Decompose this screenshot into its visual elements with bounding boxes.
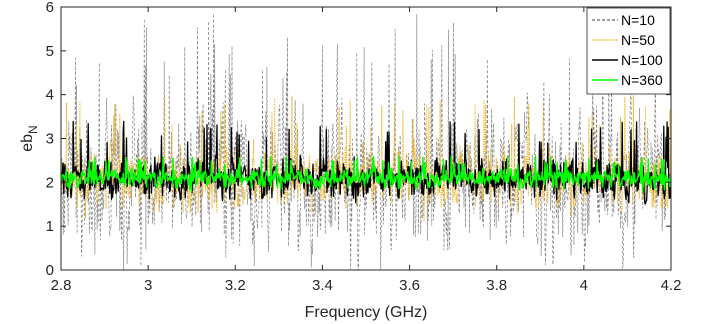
legend-label: N=10 [621, 12, 655, 28]
x-tick-label: 3.6 [399, 277, 420, 294]
x-axis-label: Frequency (GHz) [305, 304, 428, 321]
legend: N=10 N=50 N=100 N=360 [586, 7, 671, 95]
x-tick-label: 2.8 [51, 277, 72, 294]
x-tick-label: 3.4 [312, 277, 333, 294]
legend-label: N=50 [621, 32, 655, 48]
ticks-layer: 2.8 3 3.2 3.4 3.6 3.8 4 4.2 0 1 2 3 4 5 6 [46, 0, 682, 294]
y-axis-label: ebN [19, 125, 40, 151]
y-tick-label: 4 [46, 87, 54, 104]
y-tick-label: 2 [46, 174, 54, 191]
y-tick-label: 6 [46, 0, 54, 16]
x-tick-label: 4.2 [661, 277, 682, 294]
y-tick-label: 0 [46, 262, 54, 279]
legend-label: N=360 [621, 72, 663, 88]
x-tick-label: 3.8 [486, 277, 507, 294]
series-line-n-360 [61, 155, 671, 193]
x-tick-label: 4 [580, 277, 588, 294]
legend-label: N=100 [621, 52, 663, 68]
series-layer [61, 13, 671, 270]
y-axis-label-main: eb [19, 134, 36, 152]
x-tick-label: 3.2 [225, 277, 246, 294]
series-line-n-100 [61, 120, 671, 205]
x-tick-label: 3 [144, 277, 152, 294]
y-tick-label: 3 [46, 131, 54, 148]
y-tick-label: 5 [46, 43, 54, 60]
y-axis-label-sub: N [26, 125, 40, 134]
y-tick-label: 1 [46, 218, 54, 235]
plot-area [61, 7, 671, 270]
